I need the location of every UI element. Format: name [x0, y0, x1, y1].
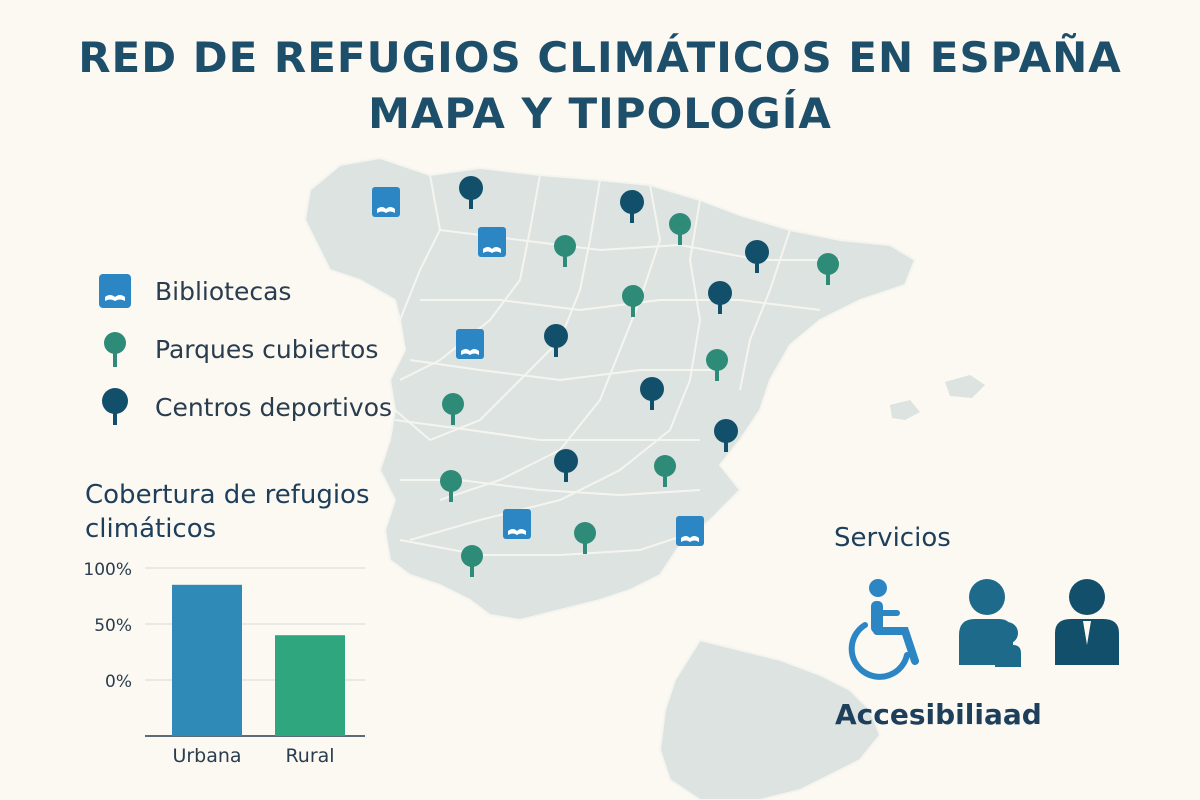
map-marker-library[interactable] — [503, 509, 531, 539]
page-title: RED DE REFUGIOS CLIMÁTICOS EN ESPAÑA MAP… — [0, 30, 1200, 142]
y-tick-label: 0% — [105, 672, 132, 692]
map-markers — [372, 176, 839, 577]
bar-urbana — [172, 584, 242, 736]
map-marker-park[interactable] — [461, 545, 483, 577]
y-tick-label: 100% — [83, 560, 132, 580]
region-borders — [394, 174, 840, 556]
library-icon — [99, 274, 131, 308]
title-line-1: RED DE REFUGIOS CLIMÁTICOS EN ESPAÑA — [78, 33, 1122, 82]
map-marker-park[interactable] — [817, 253, 839, 285]
services-title: Servicios — [834, 523, 951, 553]
map-marker-sports[interactable] — [708, 281, 732, 314]
services-icons — [848, 579, 1119, 680]
map-marker-library[interactable] — [676, 516, 704, 546]
map-marker-sports[interactable] — [620, 190, 644, 223]
map-marker-sports[interactable] — [714, 419, 738, 452]
mainland-shape — [303, 156, 985, 800]
map-marker-park[interactable] — [706, 349, 728, 381]
map-marker-sports[interactable] — [459, 176, 483, 209]
map-marker-park[interactable] — [574, 522, 596, 554]
legend-item-libraries: Bibliotecas — [95, 262, 392, 320]
legend-item-sports: Centros deportivos — [95, 378, 392, 436]
map-marker-library[interactable] — [372, 187, 400, 217]
wheelchair-icon — [848, 579, 919, 680]
tree-icon — [104, 332, 126, 367]
bar-rural — [275, 635, 345, 736]
map-marker-sports[interactable] — [745, 240, 769, 273]
map-marker-sports[interactable] — [544, 324, 568, 357]
person-icon — [1055, 579, 1119, 665]
legend-label-sports: Centros deportivos — [155, 392, 393, 422]
legend-item-parks: Parques cubiertos — [95, 320, 392, 378]
chart-title: Cobertura de refugios climáticos — [85, 480, 370, 544]
title-line-2: MAPA Y TIPOLOGÍA — [368, 89, 832, 138]
map-marker-park[interactable] — [622, 285, 644, 317]
map-marker-park[interactable] — [442, 393, 464, 425]
family-icon — [959, 579, 1021, 667]
tree-icon — [102, 388, 128, 425]
map-marker-sports[interactable] — [554, 449, 578, 482]
legend-label-libraries: Bibliotecas — [155, 276, 292, 306]
y-tick-label: 50% — [94, 616, 132, 636]
map-marker-park[interactable] — [654, 455, 676, 487]
x-tick-label: Rural — [285, 745, 334, 767]
map-marker-park[interactable] — [669, 213, 691, 245]
legend-label-parks: Parques cubiertos — [155, 334, 379, 364]
map-marker-sports[interactable] — [640, 377, 664, 410]
map-marker-park[interactable] — [440, 470, 462, 502]
accessibility-label: Accesibiliaad — [835, 698, 1042, 731]
coverage-chart: 100% 50% 0% Urbana Rural — [83, 560, 365, 767]
map-marker-library[interactable] — [456, 329, 484, 359]
x-tick-label: Urbana — [172, 745, 241, 767]
map-marker-park[interactable] — [554, 235, 576, 267]
legend: Bibliotecas Parques cubiertos Centros de… — [95, 262, 392, 436]
map-marker-library[interactable] — [478, 227, 506, 257]
